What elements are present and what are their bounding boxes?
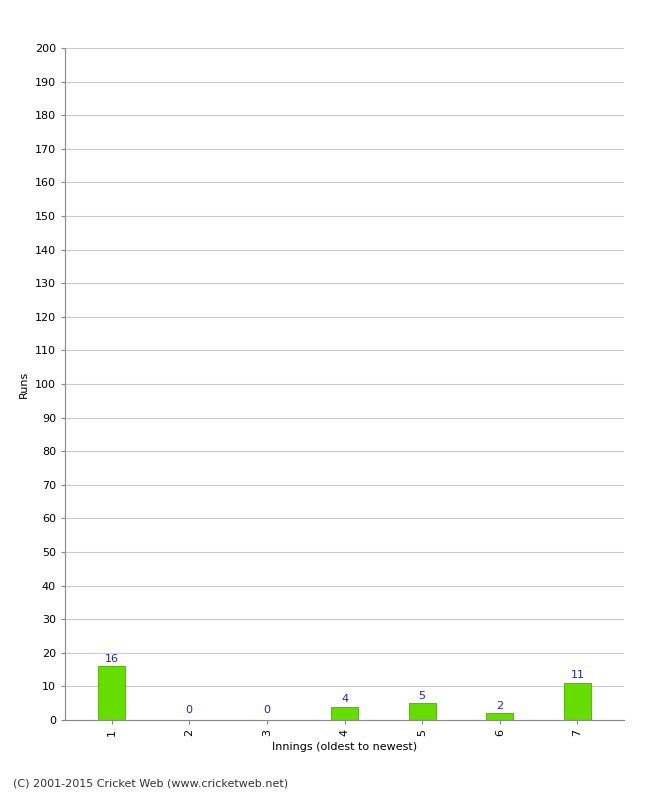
Text: 0: 0 [186,705,192,715]
Bar [331,706,358,720]
Y-axis label: Runs: Runs [20,370,29,398]
X-axis label: Innings (oldest to newest): Innings (oldest to newest) [272,742,417,752]
Text: 5: 5 [419,690,426,701]
Text: 4: 4 [341,694,348,704]
Text: (C) 2001-2015 Cricket Web (www.cricketweb.net): (C) 2001-2015 Cricket Web (www.cricketwe… [13,778,288,788]
Text: 2: 2 [496,701,503,710]
Bar [486,714,514,720]
Bar [409,703,436,720]
Text: 11: 11 [571,670,584,680]
Bar [98,666,125,720]
Text: 16: 16 [105,654,118,663]
Text: 0: 0 [263,705,270,715]
Bar [564,683,591,720]
